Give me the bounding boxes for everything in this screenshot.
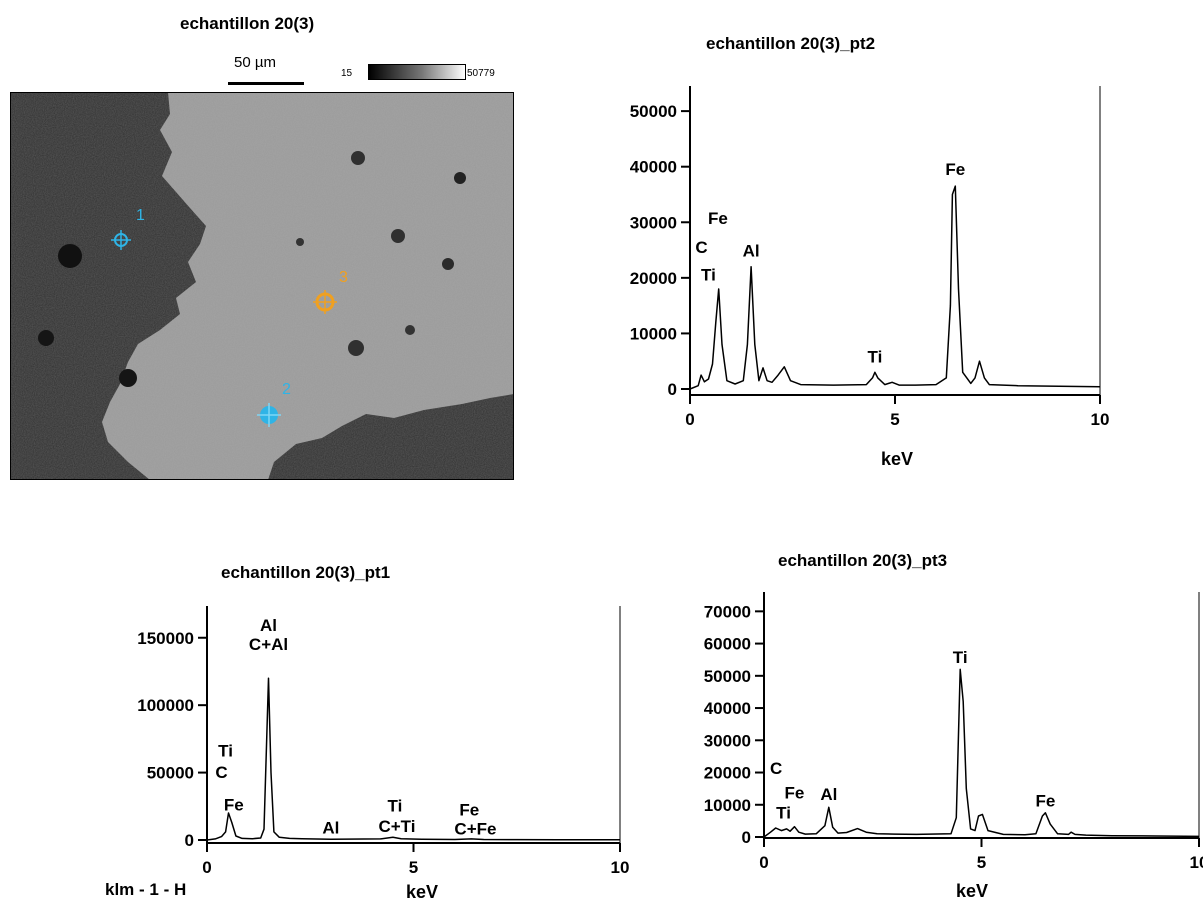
spectrum-line [763,668,1200,838]
x-tick-label: 10 [1091,410,1110,429]
chart-pt1-title: echantillon 20(3)_pt1 [221,563,391,582]
y-tick-label: 50000 [147,764,194,783]
spectrum-line [206,677,620,841]
y-tick-label: 0 [185,831,194,850]
y-tick-label: 20000 [704,764,751,783]
scalebar-line [228,82,304,85]
x-tick-label: 5 [890,410,899,429]
sem-pore [58,244,82,268]
y-tick-label: 0 [742,828,751,847]
sem-pore [454,172,466,184]
y-tick-label: 40000 [630,158,677,177]
peak-label: C+Fe [454,820,496,839]
peak-label: Fe [785,783,805,802]
y-tick-label: 30000 [704,731,751,750]
y-tick-label: 50000 [630,102,677,121]
peak-label: Ti [388,797,403,816]
point-2-label: 2 [282,381,291,398]
peak-label: Fe [224,795,244,814]
x-tick-label: 0 [759,853,768,872]
sem-pore [405,325,415,335]
spectrum-line [689,185,1101,390]
peak-label: Fe [708,209,728,228]
sem-title: echantillon 20(3) [180,14,315,33]
sem-pore [391,229,405,243]
peak-label: Al [743,242,760,261]
point-3-label: 3 [339,269,348,286]
point-2-marker: 2 [257,381,291,427]
y-tick-label: 150000 [137,629,194,648]
x-tick-label: 0 [202,858,211,877]
peak-label: Ti [701,266,716,285]
sem-image: 1 2 3 [10,92,514,480]
scalebar-label: 50 µm [234,54,276,71]
grayscale-bar: 15 50779 [336,62,526,82]
y-tick-label: 10000 [630,324,677,343]
x-tick-label: 10 [1190,853,1203,872]
grayscale-min: 15 [341,68,353,79]
sem-pore [348,340,364,356]
y-tick-label: 10000 [704,796,751,815]
x-tick-label: 5 [409,858,418,877]
y-tick-label: 30000 [630,213,677,232]
peak-label: Ti [953,648,968,667]
x-tick-label: 5 [977,853,986,872]
scalebar: 50 µm [228,52,304,86]
sem-pore [119,369,137,387]
x-tick-label: 10 [611,858,630,877]
chart-pt2-title: echantillon 20(3)_pt2 [706,34,876,53]
peak-label: Fe [459,801,479,820]
peak-label: Fe [1036,791,1056,810]
chart-pt3-title: echantillon 20(3)_pt3 [778,551,948,570]
sem-pore [442,258,454,270]
peak-label: C [695,238,707,257]
point-3-marker: 3 [313,269,348,314]
x-axis-label: keV [881,449,913,469]
y-tick-label: 70000 [704,602,751,621]
peak-label: Ti [776,803,791,822]
peak-label: Ti [868,347,883,366]
point-1-marker: 1 [111,207,145,250]
sem-pore [351,151,365,165]
y-tick-label: 60000 [704,635,751,654]
x-axis-label: keV [956,881,988,901]
peak-label: Al [322,818,339,837]
peak-label: C+Al [249,635,288,654]
x-axis-label: keV [406,882,438,902]
point-1-label: 1 [136,207,145,224]
y-tick-label: 0 [668,380,677,399]
sem-pore [38,330,54,346]
peak-label: Fe [945,160,965,179]
grayscale-gradient [368,64,466,80]
y-tick-label: 100000 [137,696,194,715]
sem-pore [296,238,304,246]
peak-label: C [770,759,782,778]
peak-label: Al [260,616,277,635]
footer-label: klm - 1 - H [105,880,187,899]
y-tick-label: 20000 [630,269,677,288]
peak-label: Ti [218,742,233,761]
grayscale-max: 50779 [467,68,495,79]
y-tick-label: 50000 [704,667,751,686]
peak-label: C+Ti [378,817,415,836]
peak-label: C [215,763,227,782]
y-tick-label: 40000 [704,699,751,718]
x-tick-label: 0 [685,410,694,429]
peak-label: Al [820,785,837,804]
